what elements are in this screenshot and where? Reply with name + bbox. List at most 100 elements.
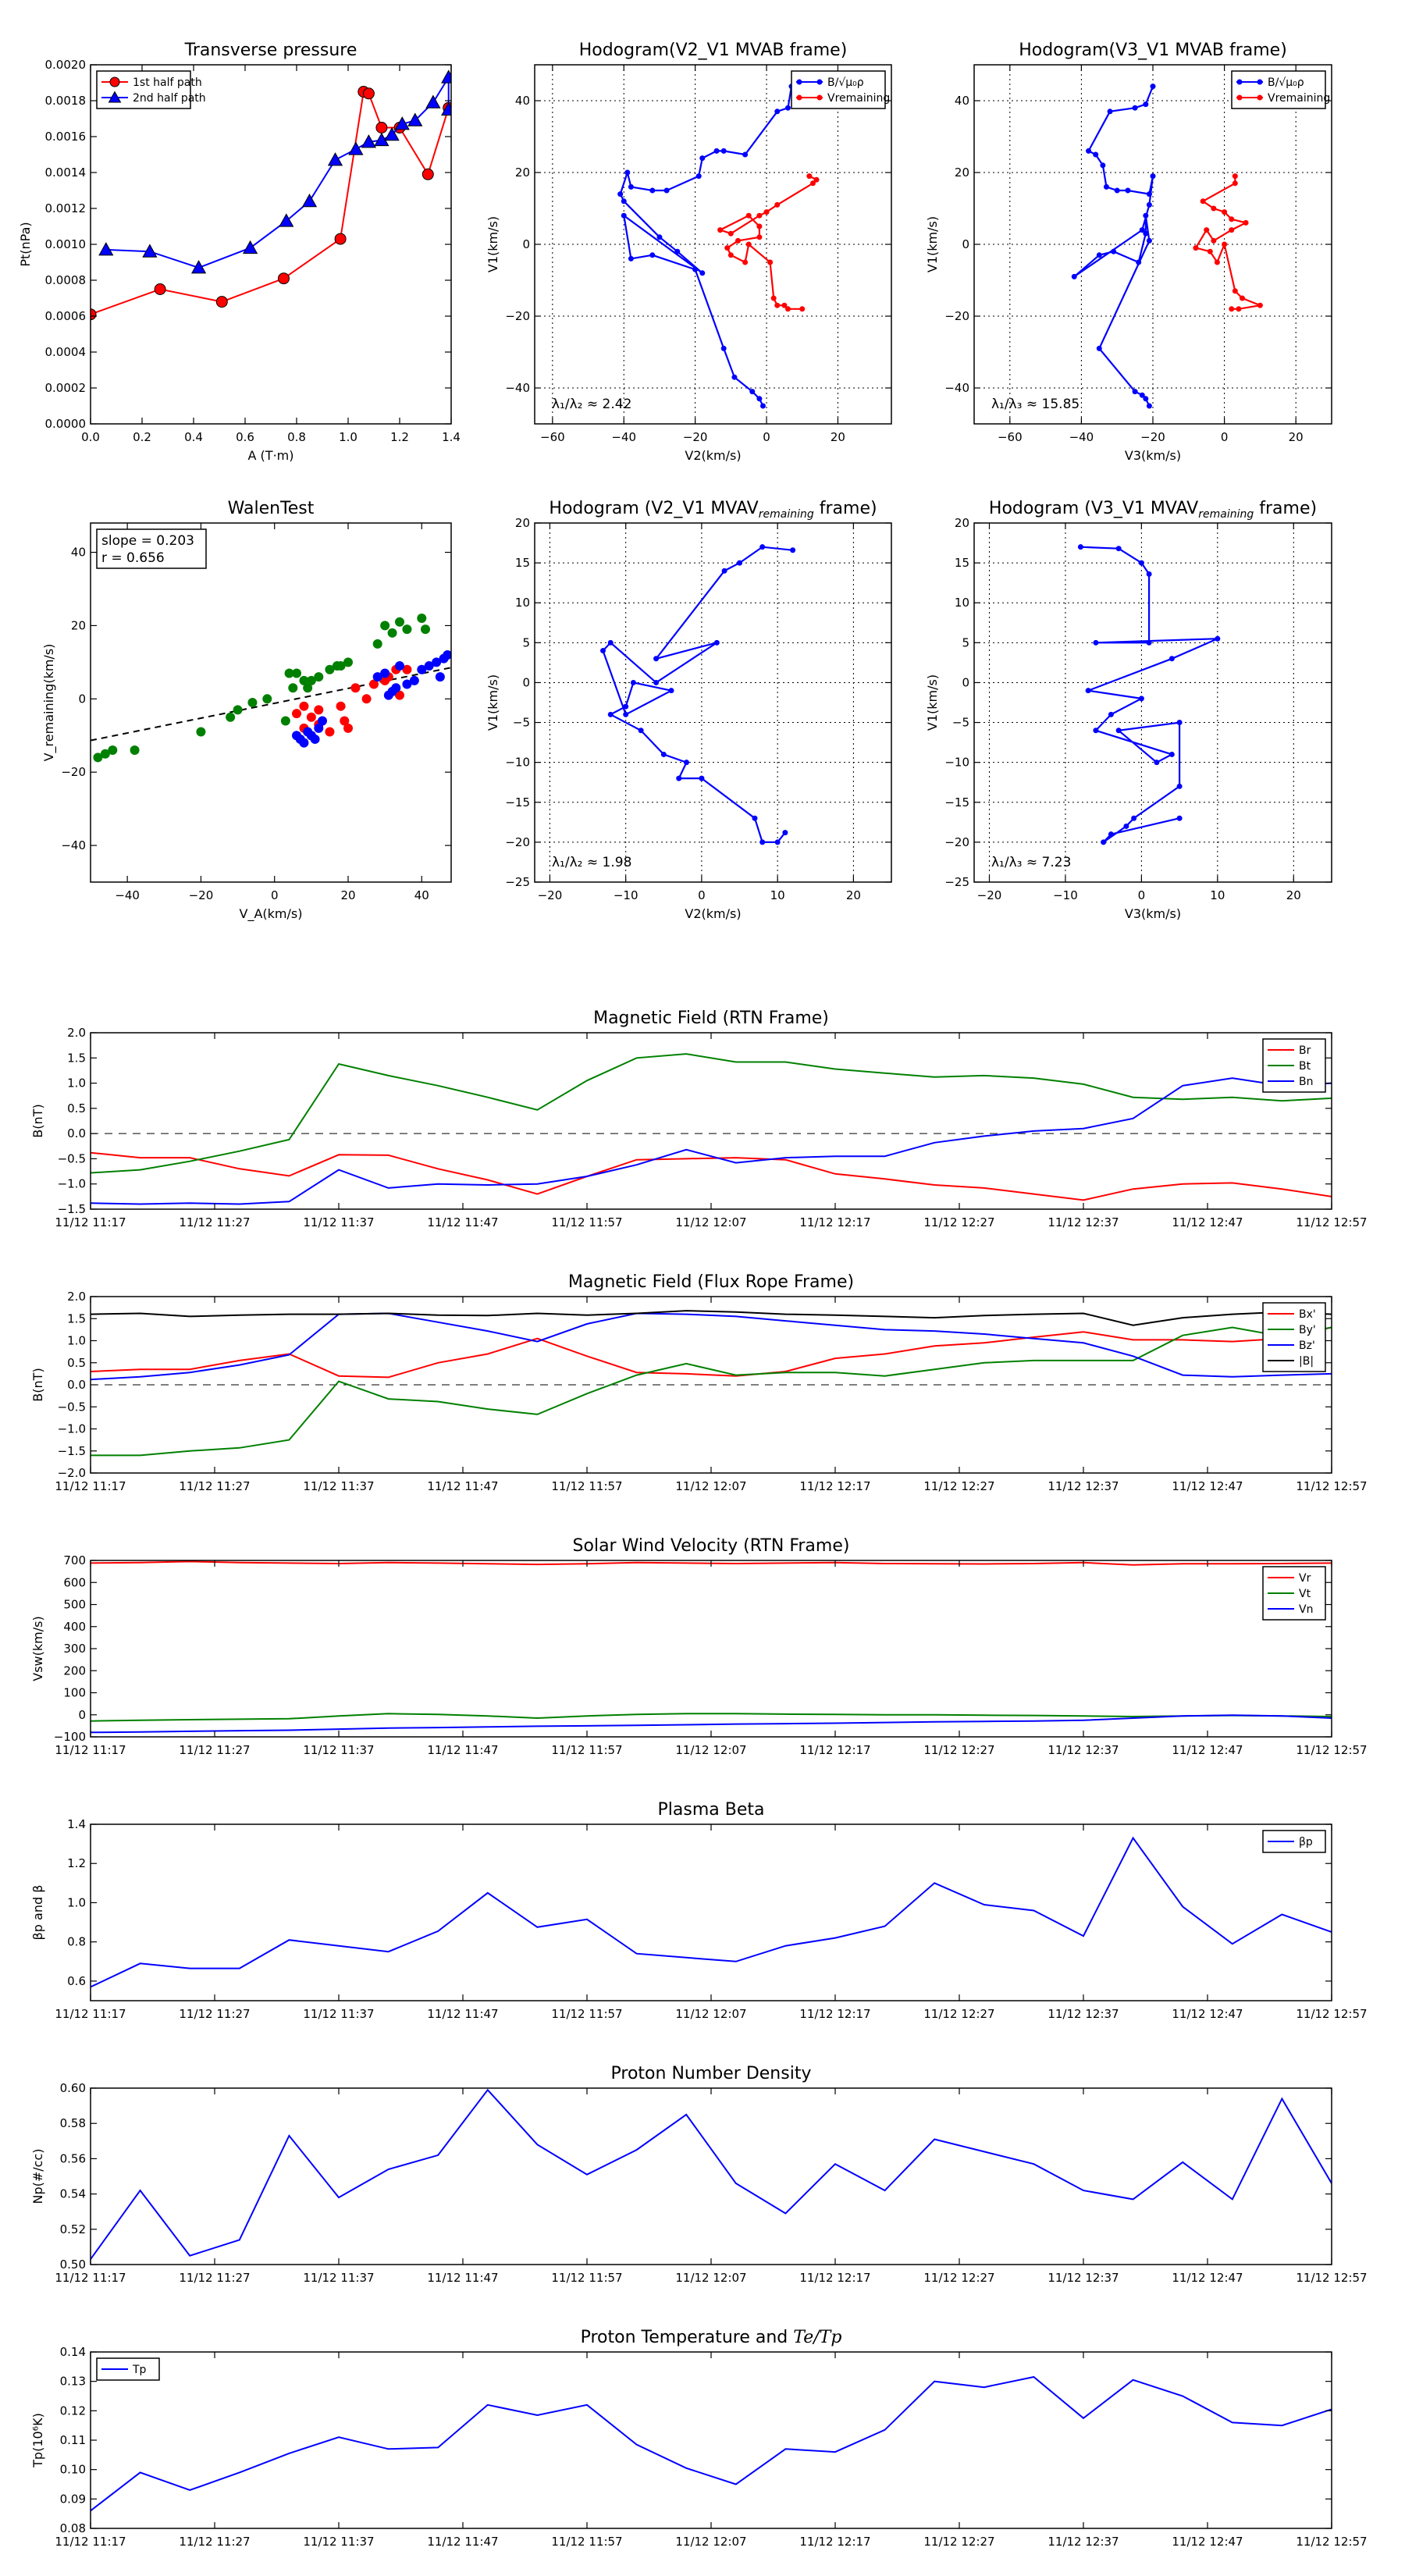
plot-area [91, 2375, 1332, 2512]
data-point [1146, 237, 1152, 244]
x-tick-label: 20 [340, 888, 355, 902]
legend-marker [108, 91, 122, 103]
legend-label: Vn [1299, 1603, 1313, 1616]
scatter-point [402, 664, 412, 674]
y-axis: −40 −20 0 20 40 [505, 94, 891, 395]
y-axis-label: B(nT) [30, 1104, 45, 1137]
data-point [1108, 711, 1114, 717]
scatter-point [395, 690, 404, 700]
data-point [301, 194, 318, 208]
y-tick-label: 15 [955, 556, 969, 570]
y-tick-label: 0.0008 [45, 273, 87, 287]
data-point [721, 568, 727, 574]
scatter-point [306, 675, 316, 685]
legend-marker [1236, 79, 1243, 85]
data-point [806, 173, 813, 180]
legend-label: Vr [1299, 1572, 1311, 1585]
data-point [623, 703, 629, 710]
data-point [752, 815, 758, 821]
series-br [91, 1151, 1332, 1201]
scatter-point [318, 716, 327, 726]
x-tick-label: 11/12 11:17 [55, 1479, 126, 1493]
plot-area [91, 1310, 1332, 1457]
x-tick-label: 11/12 12:37 [1048, 1479, 1119, 1493]
y-tick-label: −1.5 [58, 1202, 86, 1216]
data-point [441, 101, 451, 116]
y-tick-label: 5 [522, 635, 530, 649]
x-tick-label: 11/12 11:47 [427, 1743, 498, 1757]
y-tick-label: 0.54 [60, 2187, 86, 2201]
legend-label: Tp [132, 2364, 147, 2376]
y-tick-label: 0.5 [67, 1356, 86, 1370]
scatter-point [299, 701, 309, 711]
x-tick-label: 0.8 [287, 430, 306, 444]
scatter-point [395, 661, 404, 671]
series--p [91, 1836, 1332, 1988]
scatter-point [336, 701, 346, 711]
plot-area [1071, 84, 1264, 409]
scatter-point [343, 723, 353, 733]
x-tick-label: 20 [1289, 430, 1304, 444]
scatter-point [402, 679, 412, 689]
scatter-point [108, 745, 118, 756]
x-tick-label: 11/12 11:37 [303, 2007, 374, 2021]
x-tick-label: 11/12 11:17 [55, 1743, 126, 1757]
x-axis: 11/12 11:17 11/12 11:27 11/12 11:37 11/12 1… [55, 1297, 1368, 1493]
data-point [1176, 783, 1183, 789]
legend: B/√μ₀ρ Vremaining [1231, 70, 1330, 109]
data-point [278, 272, 290, 285]
x-tick-label: 11/12 12:27 [923, 1479, 994, 1493]
y-tick-label: −2.0 [58, 1466, 86, 1480]
x-tick-label: 11/12 12:47 [1172, 2535, 1243, 2549]
y-tick-label: 0.0012 [45, 201, 87, 215]
data-point [782, 830, 788, 836]
y-tick-label: −0.5 [58, 1151, 86, 1165]
y-tick-label: 0.14 [60, 2345, 86, 2359]
data-point [1243, 219, 1249, 226]
x-tick-label: 0.2 [133, 430, 151, 444]
series-line [91, 1053, 1332, 1174]
scatter-point [292, 668, 301, 678]
y-tick-label: 1.0 [67, 1076, 86, 1091]
data-point [660, 751, 667, 757]
grid [974, 523, 1332, 882]
data-point [348, 141, 364, 155]
y-tick-label: 20 [955, 516, 969, 530]
x-tick-label: 11/12 11:57 [551, 1479, 622, 1493]
y-axis-label: Np(#/cc) [30, 2149, 45, 2204]
series-line [1073, 86, 1154, 407]
data-point [663, 187, 670, 194]
y-axis: −2.0 −1.5 −1.0 −0.5 0.0 0.5 1.0 1.5 2.0 [58, 1290, 1332, 1480]
eigenvalue-ratio: λ₁/λ₂ ≈ 1.98 [552, 855, 631, 870]
scatter-point [325, 727, 335, 737]
data-point [653, 679, 660, 685]
series-bn [91, 1077, 1332, 1205]
data-point [1232, 288, 1238, 294]
data-point [727, 252, 734, 258]
x-tick-label: 11/12 12:47 [1172, 1743, 1243, 1757]
data-point [1138, 696, 1144, 702]
y-tick-label: 0.0018 [45, 94, 87, 108]
y-tick-label: 100 [63, 1686, 86, 1700]
x-tick-label: 11/12 12:27 [923, 1215, 994, 1229]
series-line [91, 1836, 1332, 1988]
x-tick-label: 11/12 11:27 [179, 2007, 250, 2021]
grid [974, 65, 1332, 424]
chart-title: Solar Wind Velocity (RTN Frame) [573, 1536, 850, 1556]
x-tick-label: 1.4 [442, 430, 461, 444]
x-tick-label: 11/12 12:47 [1172, 2271, 1243, 2285]
series-line [91, 1326, 1332, 1379]
y-axis: 0.0000 0.0002 0.0004 0.0006 0.0008 0.0010 0.00… [45, 58, 451, 431]
y-tick-label: 40 [71, 546, 86, 560]
x-tick-label: 0.0 [81, 430, 100, 444]
series-bx- [91, 1326, 1332, 1379]
data-point [813, 176, 820, 183]
y-tick-label: 400 [63, 1620, 86, 1634]
x-tick-label: 11/12 12:57 [1296, 2007, 1367, 2021]
y-tick-label: −20 [505, 309, 530, 323]
data-point [1096, 345, 1102, 351]
data-point [1168, 656, 1175, 662]
x-tick-label: 11/12 11:37 [303, 1479, 374, 1493]
chart-10: 11/12 11:17 11/12 11:27 11/12 11:37 11/12 1… [30, 1800, 1368, 2021]
data-point [759, 403, 766, 409]
